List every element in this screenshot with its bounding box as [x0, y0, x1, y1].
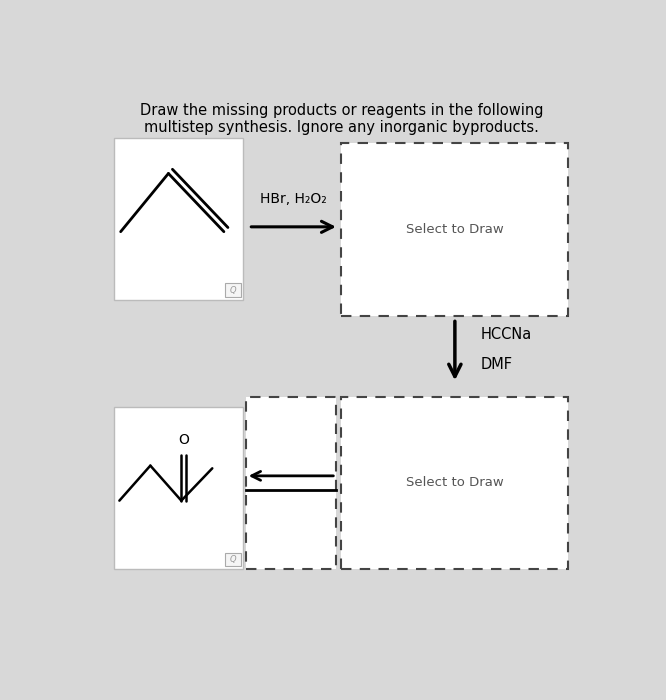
Bar	[225, 284, 240, 297]
Text: HCCNa: HCCNa	[481, 327, 532, 342]
Text: O: O	[178, 433, 189, 447]
Bar	[246, 397, 336, 569]
Text: HBr, H₂O₂: HBr, H₂O₂	[260, 193, 327, 206]
Text: Q: Q	[230, 286, 236, 295]
Bar	[115, 407, 243, 569]
Text: Select to Draw: Select to Draw	[406, 223, 503, 236]
Text: Draw the missing products or reagents in the following
multistep synthesis. Igno: Draw the missing products or reagents in…	[140, 103, 543, 135]
Text: Q: Q	[230, 555, 236, 564]
Bar	[341, 144, 568, 316]
Bar	[115, 138, 243, 300]
Bar	[341, 397, 568, 569]
Bar	[225, 553, 240, 566]
Text: Select to Draw: Select to Draw	[406, 477, 503, 489]
Text: DMF: DMF	[481, 357, 513, 372]
